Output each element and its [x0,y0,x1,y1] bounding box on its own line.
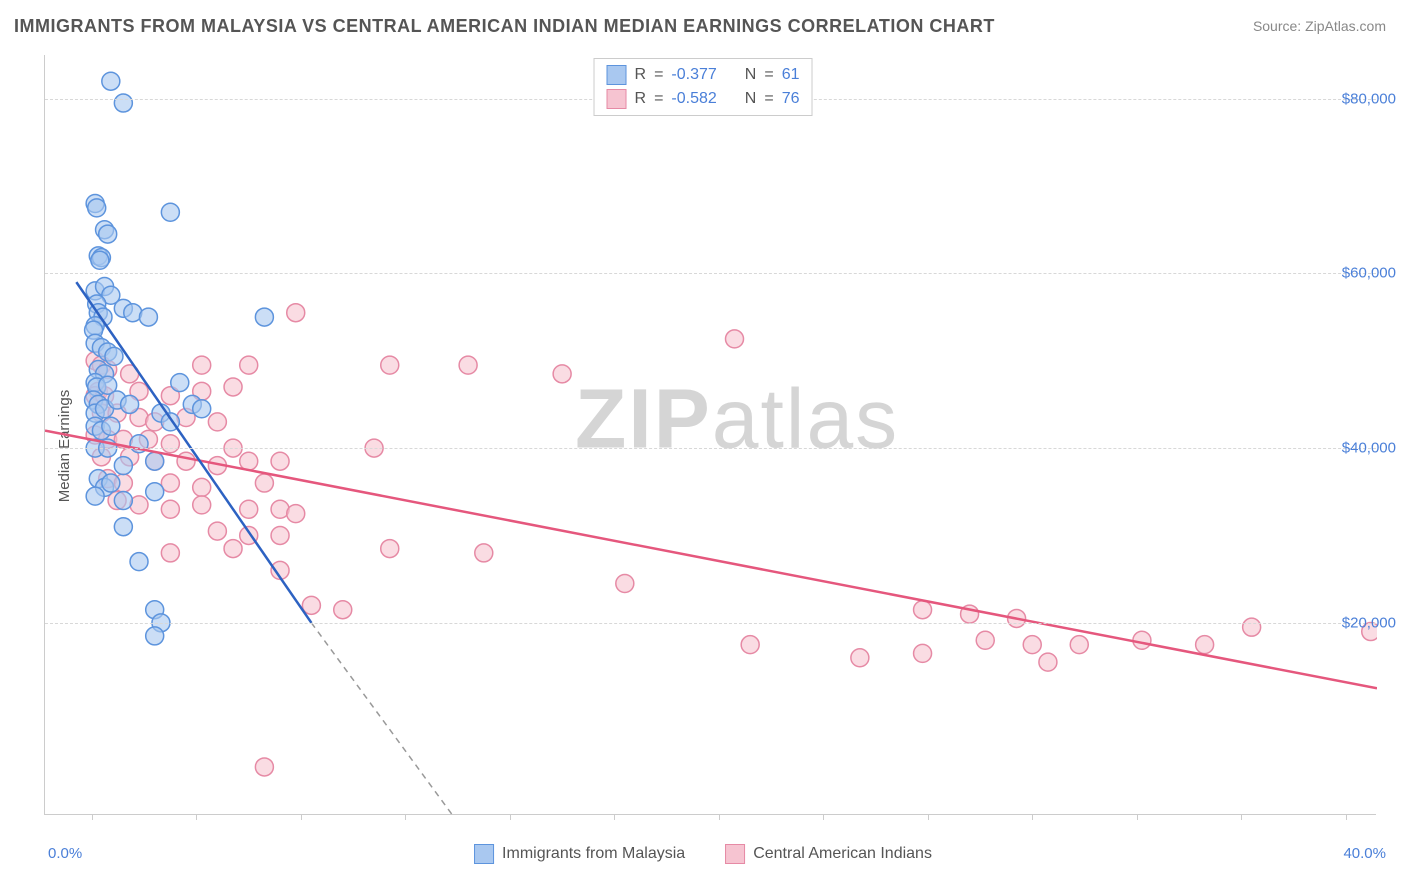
legend-item-b: Central American Indians [725,844,932,864]
n-label: N [745,66,757,84]
eq-sign: = [654,66,663,84]
legend-item-a: Immigrants from Malaysia [474,844,685,864]
series-a-name: Immigrants from Malaysia [502,845,685,863]
legend-stats-box: R = -0.377 N = 61 R = -0.582 N = 76 [594,58,813,116]
swatch-series-a-bottom [474,844,494,864]
n-value-b: 76 [782,90,800,108]
series-b-name: Central American Indians [753,845,932,863]
legend-stats-row-b: R = -0.582 N = 76 [607,87,800,111]
r-value-b: -0.582 [671,90,716,108]
eq-sign-2: = [764,66,773,84]
y-tick-label: $60,000 [1342,265,1396,282]
r-value-a: -0.377 [671,66,716,84]
n-value-a: 61 [782,66,800,84]
chart-title: IMMIGRANTS FROM MALAYSIA VS CENTRAL AMER… [14,16,995,37]
y-tick-label: $80,000 [1342,90,1396,107]
eq-sign-b2: = [764,90,773,108]
swatch-series-a [607,65,627,85]
bottom-legend: Immigrants from Malaysia Central America… [474,844,932,864]
y-tick-label: $20,000 [1342,614,1396,631]
r-label: R [635,66,647,84]
plot-svg [45,55,1377,815]
legend-stats-row-a: R = -0.377 N = 61 [607,63,800,87]
y-tick-label: $40,000 [1342,440,1396,457]
x-axis-max-label: 40.0% [1343,845,1386,862]
n-label-b: N [745,90,757,108]
x-axis-min-label: 0.0% [48,845,82,862]
r-label-b: R [635,90,647,108]
swatch-series-b-bottom [725,844,745,864]
swatch-series-b [607,89,627,109]
eq-sign-b: = [654,90,663,108]
chart-container: IMMIGRANTS FROM MALAYSIA VS CENTRAL AMER… [0,0,1406,892]
source-attribution: Source: ZipAtlas.com [1253,18,1386,34]
plot-area: ZIPatlas [44,55,1376,815]
